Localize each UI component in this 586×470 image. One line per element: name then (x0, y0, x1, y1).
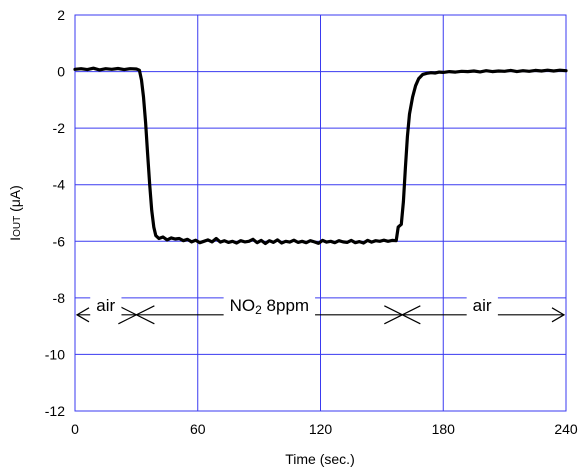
y-tick-labels: 2 0 -2 -4 -6 -8 -10 -12 (45, 7, 65, 419)
arrowhead-right (551, 307, 566, 323)
y-tick-label: -12 (45, 403, 65, 419)
y-tick-label: 2 (57, 7, 65, 23)
x-tick-label: 0 (71, 421, 79, 437)
boundary-marker (384, 305, 421, 325)
plot-frame (74, 14, 567, 412)
y-tick-label: -4 (53, 177, 66, 193)
phase-label-background (466, 293, 498, 317)
y-tick-label: -10 (45, 346, 65, 362)
phase-label: air (473, 296, 492, 315)
phase-annotations: air NO2 8ppm air (75, 293, 566, 325)
x-tick-label: 240 (554, 421, 578, 437)
arrowhead-left (75, 307, 90, 323)
phase-label: NO2 8ppm (230, 296, 309, 317)
y-tick-label: -8 (53, 290, 66, 306)
y-tick-label: -2 (53, 120, 66, 136)
x-tick-label: 120 (309, 421, 333, 437)
x-tick-label: 180 (432, 421, 456, 437)
x-tick-labels: 0 60 120 180 240 (71, 421, 578, 437)
x-tick-label: 60 (190, 421, 206, 437)
boundary-marker (118, 305, 155, 325)
y-tick-label: 0 (57, 64, 65, 80)
y-tick-label: -6 (53, 233, 66, 249)
y-axis-title: IOUT (μA) (7, 185, 23, 241)
x-axis-title: Time (sec.) (285, 451, 354, 467)
phase-label: air (96, 296, 115, 315)
y-axis-title-subscript: OUT (12, 216, 23, 237)
y-axis-title-unit: (μA) (7, 185, 23, 216)
phase-label-background (223, 293, 316, 319)
phase-label-background (90, 293, 122, 317)
series-line (73, 66, 568, 246)
grid-lines (74, 14, 567, 412)
y-axis-title-symbol: I (7, 237, 23, 241)
